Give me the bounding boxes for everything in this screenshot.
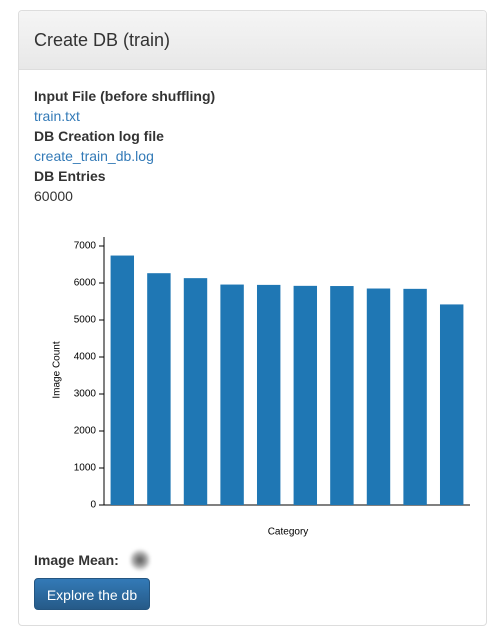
chart: Category Image Count 0 1000 2000 3000 4000 50… bbox=[52, 237, 470, 538]
bar bbox=[293, 285, 318, 505]
bar bbox=[220, 284, 244, 505]
x-axis-label: Category bbox=[268, 527, 309, 538]
image-mean bbox=[130, 549, 150, 571]
bar bbox=[256, 284, 281, 505]
field-label: Input File (before shuffling) bbox=[34, 88, 216, 104]
bar bbox=[439, 304, 464, 505]
field-value: 60000 bbox=[34, 188, 73, 204]
y-tick-label: 5000 bbox=[74, 315, 97, 326]
bar bbox=[147, 273, 171, 505]
bar bbox=[183, 278, 208, 505]
y-tick-label: 7000 bbox=[74, 241, 97, 252]
y-tick-label: 4000 bbox=[74, 352, 97, 363]
field-label: DB Creation log file bbox=[34, 128, 164, 144]
link[interactable]: train.txt bbox=[34, 108, 80, 124]
bar bbox=[110, 255, 135, 505]
panel-title: Create DB (train) bbox=[19, 11, 486, 70]
bar bbox=[330, 286, 354, 505]
y-tick-label: 2000 bbox=[74, 426, 97, 437]
panel: Create DB (train) bbox=[18, 10, 487, 626]
bar bbox=[403, 288, 427, 505]
field-label: DB Entries bbox=[34, 168, 106, 184]
bar bbox=[366, 288, 391, 505]
y-tick-label: 0 bbox=[90, 500, 96, 511]
explore-button[interactable]: Explore the db bbox=[34, 578, 150, 610]
y-axis-label: Image Count bbox=[52, 341, 63, 398]
y-tick-label: 1000 bbox=[74, 463, 97, 474]
link[interactable]: create_train_db.log bbox=[34, 148, 154, 164]
y-tick-label: 3000 bbox=[74, 389, 97, 400]
image-mean-label: Image Mean: bbox=[34, 552, 119, 568]
y-tick-label: 6000 bbox=[74, 278, 97, 289]
